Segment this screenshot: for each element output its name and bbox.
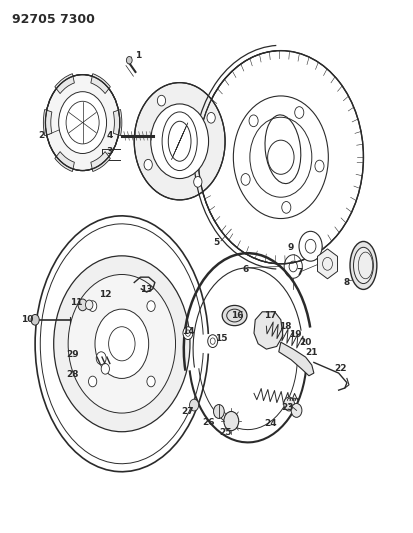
- Text: 12: 12: [99, 290, 112, 298]
- Text: 27: 27: [182, 407, 194, 416]
- Text: 26: 26: [202, 418, 215, 426]
- Text: 23: 23: [281, 403, 293, 412]
- Text: 5: 5: [214, 238, 220, 247]
- Circle shape: [144, 159, 152, 170]
- Circle shape: [299, 231, 322, 261]
- Circle shape: [249, 115, 258, 127]
- Circle shape: [157, 95, 166, 106]
- Circle shape: [147, 301, 155, 311]
- Circle shape: [147, 376, 155, 387]
- Circle shape: [214, 405, 224, 418]
- Text: 16: 16: [231, 311, 244, 320]
- Text: 8: 8: [344, 278, 350, 287]
- Polygon shape: [318, 249, 337, 279]
- Text: 6: 6: [242, 265, 249, 273]
- Text: 17: 17: [264, 311, 277, 320]
- Wedge shape: [113, 109, 122, 136]
- Text: 10: 10: [21, 316, 33, 324]
- Circle shape: [88, 376, 97, 387]
- Circle shape: [59, 92, 107, 154]
- Circle shape: [207, 112, 215, 123]
- Circle shape: [68, 274, 176, 413]
- Circle shape: [88, 301, 97, 311]
- Circle shape: [126, 56, 132, 64]
- Text: 2: 2: [38, 132, 45, 140]
- Text: 14: 14: [182, 327, 194, 336]
- Circle shape: [95, 309, 149, 378]
- Circle shape: [282, 201, 291, 213]
- Circle shape: [54, 256, 190, 432]
- Wedge shape: [91, 151, 110, 172]
- Circle shape: [78, 299, 87, 311]
- Text: 18: 18: [279, 322, 291, 330]
- Circle shape: [291, 403, 302, 417]
- Circle shape: [224, 411, 239, 431]
- Ellipse shape: [354, 247, 373, 284]
- Polygon shape: [279, 342, 314, 376]
- Circle shape: [190, 399, 199, 411]
- Circle shape: [31, 314, 39, 325]
- Text: 13: 13: [140, 285, 153, 294]
- Text: 92705 7300: 92705 7300: [12, 13, 95, 26]
- Wedge shape: [55, 74, 74, 94]
- Circle shape: [183, 327, 193, 340]
- Wedge shape: [55, 151, 74, 172]
- Circle shape: [284, 397, 294, 411]
- Circle shape: [134, 83, 225, 200]
- Text: 28: 28: [66, 370, 78, 378]
- Text: 19: 19: [289, 330, 301, 339]
- Circle shape: [241, 174, 250, 185]
- Circle shape: [151, 104, 209, 179]
- Text: 22: 22: [335, 365, 347, 373]
- Polygon shape: [254, 312, 283, 349]
- Wedge shape: [91, 74, 110, 94]
- Circle shape: [208, 335, 218, 348]
- Text: 20: 20: [299, 338, 312, 346]
- Wedge shape: [43, 109, 52, 136]
- Text: 1: 1: [135, 52, 142, 60]
- Text: 7: 7: [296, 269, 303, 277]
- Text: 11: 11: [70, 298, 83, 307]
- Circle shape: [101, 364, 109, 374]
- Text: 9: 9: [288, 244, 294, 252]
- Circle shape: [96, 352, 106, 365]
- Text: 3: 3: [106, 148, 113, 156]
- Circle shape: [45, 75, 120, 171]
- Ellipse shape: [350, 241, 377, 289]
- Circle shape: [295, 107, 304, 118]
- Text: 25: 25: [219, 429, 231, 437]
- Circle shape: [315, 160, 324, 172]
- Text: 15: 15: [215, 334, 227, 343]
- Text: 21: 21: [306, 349, 318, 357]
- Text: 29: 29: [66, 350, 78, 359]
- Circle shape: [194, 176, 202, 187]
- Ellipse shape: [222, 305, 247, 326]
- Text: 24: 24: [264, 419, 277, 428]
- Text: 4: 4: [106, 132, 113, 140]
- Circle shape: [85, 300, 93, 310]
